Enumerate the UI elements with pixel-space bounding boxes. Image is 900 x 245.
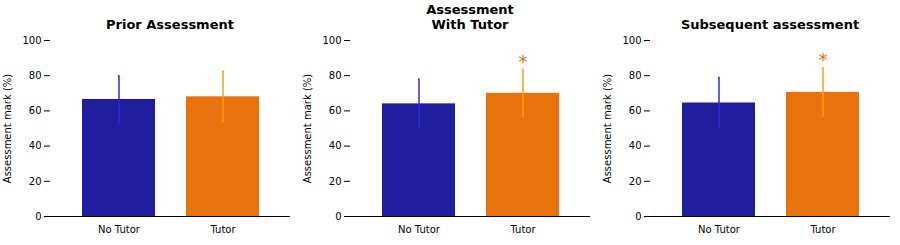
svg-text:20: 20 bbox=[629, 176, 642, 187]
svg-text:60: 60 bbox=[629, 105, 642, 116]
svg-text:No Tutor: No Tutor bbox=[398, 224, 441, 235]
svg-text:40: 40 bbox=[329, 140, 342, 151]
svg-text:*: * bbox=[819, 49, 828, 70]
svg-text:Tutor: Tutor bbox=[509, 224, 536, 235]
svg-text:*: * bbox=[519, 51, 528, 72]
svg-text:Assessment mark (%): Assessment mark (%) bbox=[602, 74, 613, 184]
svg-text:80: 80 bbox=[629, 70, 642, 81]
svg-text:No Tutor: No Tutor bbox=[98, 224, 141, 235]
svg-text:40: 40 bbox=[629, 140, 642, 151]
svg-text:No Tutor: No Tutor bbox=[698, 224, 741, 235]
html-text:With Tutor: With Tutor bbox=[431, 17, 509, 32]
svg-text:20: 20 bbox=[29, 176, 42, 187]
svg-text:0: 0 bbox=[35, 211, 41, 222]
svg-text:0: 0 bbox=[335, 211, 341, 222]
svg-text:100: 100 bbox=[322, 35, 341, 46]
svg-text:40: 40 bbox=[29, 140, 42, 151]
svg-text:Assessment mark (%): Assessment mark (%) bbox=[2, 74, 13, 184]
svg-text:60: 60 bbox=[29, 105, 42, 116]
svg-text:100: 100 bbox=[22, 35, 41, 46]
svg-text:Tutor: Tutor bbox=[809, 224, 836, 235]
svg-text:20: 20 bbox=[329, 176, 342, 187]
html-text:Subsequent assessment: Subsequent assessment bbox=[680, 17, 860, 32]
svg-text:0: 0 bbox=[635, 211, 641, 222]
svg-text:60: 60 bbox=[329, 105, 342, 116]
html-text:Prior Assessment: Prior Assessment bbox=[106, 17, 234, 32]
svg-text:80: 80 bbox=[29, 70, 42, 81]
html-text:Assessment: Assessment bbox=[426, 2, 514, 17]
svg-text:Assessment mark (%): Assessment mark (%) bbox=[302, 74, 313, 184]
svg-text:Tutor: Tutor bbox=[209, 224, 236, 235]
svg-text:80: 80 bbox=[329, 70, 342, 81]
svg-text:100: 100 bbox=[622, 35, 641, 46]
